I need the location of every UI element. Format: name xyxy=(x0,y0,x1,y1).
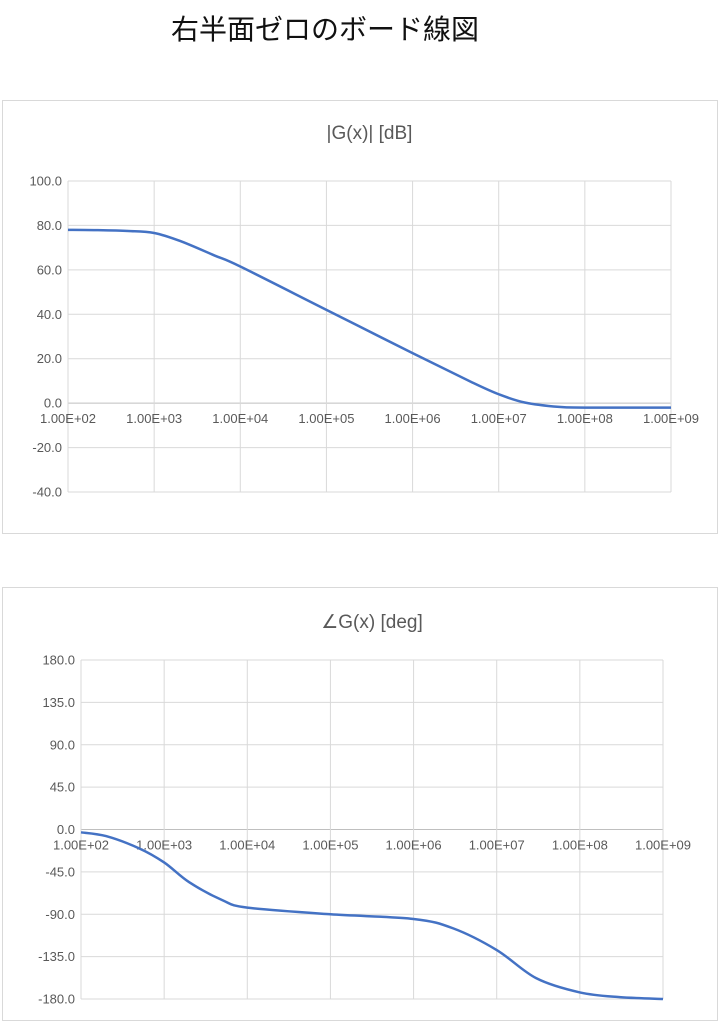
y-tick-label: -40.0 xyxy=(32,485,62,500)
magnitude-chart: |G(x)| [dB] 100.0 80.0 60.0 40.0 20.0 0.0 -20.0… xyxy=(2,100,718,534)
page-title: 右半面ゼロのボード線図 xyxy=(170,13,479,46)
x-tick-label: 1.00E+04 xyxy=(212,411,268,426)
x-tick-label: 1.00E+08 xyxy=(557,411,613,426)
y-tick-label: 80.0 xyxy=(37,218,62,233)
x-tick-label: 1.00E+03 xyxy=(136,838,192,853)
x-tick-label: 1.00E+05 xyxy=(302,838,358,853)
y-tick-label: 20.0 xyxy=(37,351,62,366)
x-tick-label: 1.00E+08 xyxy=(552,838,608,853)
series-line xyxy=(67,228,672,409)
x-tick-label: 1.00E+03 xyxy=(126,411,182,426)
y-tick-label: 45.0 xyxy=(50,780,75,795)
x-tick-label: 1.00E+06 xyxy=(386,838,442,853)
x-tick-label: 1.00E+07 xyxy=(471,411,527,426)
x-tick-label: 1.00E+02 xyxy=(40,411,96,426)
y-tick-label: -180.0 xyxy=(38,992,75,1007)
chart-title: |G(x)| [dB] xyxy=(327,123,413,144)
y-tick-label: 90.0 xyxy=(50,737,75,752)
x-tick-label: 1.00E+02 xyxy=(53,838,109,853)
phase-chart-svg: ∠G(x) [deg] 180.0 135.0 90.0 45.0 0.0 -45.0 -90… xyxy=(38,612,691,1007)
chart-title: ∠G(x) [deg] xyxy=(321,612,423,633)
x-tick-label: 1.00E+06 xyxy=(385,411,441,426)
y-tick-label: -90.0 xyxy=(45,907,75,922)
y-tick-label: 40.0 xyxy=(37,307,62,322)
y-tick-label: 0.0 xyxy=(44,396,62,411)
phase-chart: ∠G(x) [deg] 180.0 135.0 90.0 45.0 0.0 -45.0 -90… xyxy=(2,587,718,1021)
x-tick-label: 1.00E+05 xyxy=(298,411,354,426)
series-line xyxy=(80,831,664,1001)
y-tick-label: 180.0 xyxy=(42,653,75,668)
magnitude-chart-svg: |G(x)| [dB] 100.0 80.0 60.0 40.0 20.0 0.0 -20.0… xyxy=(29,123,699,500)
y-tick-label: -135.0 xyxy=(38,949,75,964)
y-tick-label: -20.0 xyxy=(32,440,62,455)
x-tick-label: 1.00E+04 xyxy=(219,838,275,853)
y-tick-label: -45.0 xyxy=(45,864,75,879)
x-tick-label: 1.00E+09 xyxy=(643,411,699,426)
x-tick-label: 1.00E+07 xyxy=(469,838,525,853)
x-tick-label: 1.00E+09 xyxy=(635,838,691,853)
y-tick-label: 135.0 xyxy=(42,695,75,710)
y-tick-label: 0.0 xyxy=(57,822,75,837)
y-tick-label: 60.0 xyxy=(37,262,62,277)
y-tick-label: 100.0 xyxy=(29,174,62,189)
